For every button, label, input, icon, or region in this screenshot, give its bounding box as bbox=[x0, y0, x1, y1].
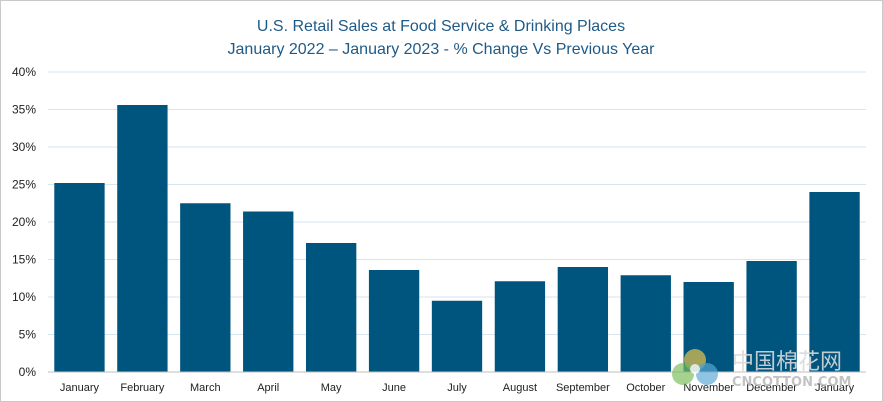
x-category-label: April bbox=[257, 382, 279, 394]
bar bbox=[557, 267, 609, 372]
x-category-label: May bbox=[321, 382, 342, 394]
x-category-label: March bbox=[190, 382, 221, 394]
bar bbox=[180, 203, 231, 372]
y-axis-ticks: 0% 5% 10% 15% 20% 25% 30% 35% 40% bbox=[12, 65, 36, 379]
bars bbox=[54, 105, 860, 372]
y-tick-label: 0% bbox=[19, 365, 37, 379]
y-tick-label: 20% bbox=[12, 215, 36, 229]
y-tick-label: 10% bbox=[12, 290, 36, 304]
watermark-cn-text: 中国棉花网 bbox=[732, 350, 842, 375]
bar bbox=[494, 281, 546, 372]
y-tick-label: 5% bbox=[19, 328, 37, 342]
y-tick-label: 30% bbox=[12, 140, 36, 154]
y-tick-label: 35% bbox=[12, 103, 36, 117]
watermark-en-text: CNCOTTON.COM bbox=[732, 375, 851, 390]
x-category-label: August bbox=[503, 382, 537, 394]
x-category-label: November bbox=[683, 382, 734, 394]
chart-title: U.S. Retail Sales at Food Service & Drin… bbox=[257, 18, 625, 35]
bar bbox=[117, 105, 168, 372]
bar bbox=[431, 300, 483, 372]
x-category-label: June bbox=[382, 382, 406, 394]
y-tick-label: 25% bbox=[12, 178, 36, 192]
chart-subtitle: January 2022 – January 2023 - % Change V… bbox=[228, 41, 656, 58]
y-tick-label: 40% bbox=[12, 65, 36, 79]
x-category-label: September bbox=[556, 382, 610, 394]
watermark: 中国棉花网 CNCOTTON.COM bbox=[672, 349, 851, 390]
bar bbox=[809, 192, 860, 372]
x-category-label: February bbox=[120, 382, 165, 394]
x-category-label: December bbox=[746, 382, 797, 394]
bar bbox=[243, 211, 294, 372]
bar bbox=[54, 183, 105, 372]
x-category-label: July bbox=[447, 382, 467, 394]
bar bbox=[368, 270, 420, 372]
x-category-label: October bbox=[626, 382, 665, 394]
bar bbox=[746, 261, 797, 372]
x-category-label: January bbox=[815, 382, 855, 394]
bar bbox=[620, 275, 671, 372]
y-tick-label: 15% bbox=[12, 253, 36, 267]
bar bbox=[305, 243, 357, 372]
x-axis-categories: January February March April May June July Augu… bbox=[60, 382, 855, 394]
x-category-label: January bbox=[60, 382, 100, 394]
cncotton-logo-icon bbox=[672, 349, 718, 385]
gridlines bbox=[48, 71, 866, 335]
